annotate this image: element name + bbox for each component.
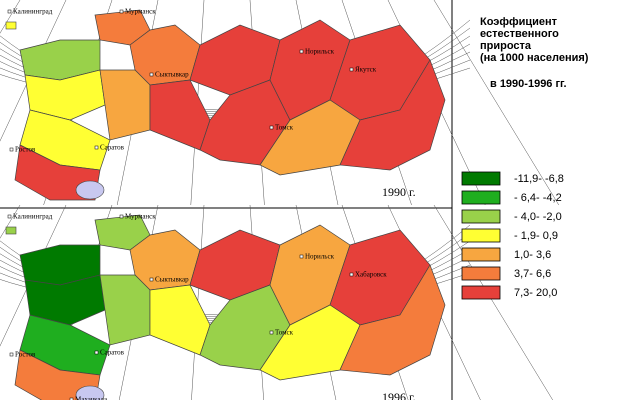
city-marker: [7, 9, 12, 14]
maps: Калининград Мурманск Сыктывкар Норильск Якут…: [0, 0, 560, 400]
city-label: Сыктывкар: [155, 276, 189, 284]
city-marker: [7, 214, 12, 219]
city-label: Сыктывкар: [155, 71, 189, 79]
graticule: [0, 204, 67, 347]
city-marker: [9, 147, 14, 152]
title-line: Коэффициент: [480, 16, 558, 28]
title-line: (на 1000 населения): [480, 52, 589, 64]
period: в 1990-1996 гг.: [490, 78, 567, 90]
legend-swatch: [461, 209, 501, 224]
city-label: Хабаровск: [355, 271, 387, 279]
city-label: Томск: [275, 329, 294, 337]
city-marker: [94, 350, 99, 355]
city-marker: [299, 49, 304, 54]
legend-label: 1,0- 3,6: [514, 249, 551, 261]
city-label: Мурманск: [125, 213, 156, 221]
city-marker: [349, 67, 354, 72]
sea: [75, 180, 105, 200]
city-marker: [269, 125, 274, 130]
kaliningrad: [5, 226, 17, 235]
city-label: Калининград: [13, 213, 53, 221]
city-marker: [94, 145, 99, 150]
legend-label: - 6,4- -4,2: [514, 192, 562, 204]
region: [14, 349, 101, 400]
legend-swatch: [461, 171, 501, 186]
legend-swatch: [461, 228, 501, 243]
city-label: Норильск: [305, 48, 335, 56]
legend-swatch: [461, 285, 501, 300]
legend-swatch: [461, 247, 501, 262]
city-marker: [119, 9, 124, 14]
graticule: [433, 204, 554, 400]
map-panel: Калининград Мурманск Сыктывкар Норильск Якут…: [0, 0, 560, 206]
city-marker: [149, 72, 154, 77]
legend-label: 7,3- 20,0: [514, 287, 557, 299]
year-label: 1990 г.: [382, 185, 416, 199]
region: [339, 264, 446, 376]
city-marker: [349, 272, 354, 277]
city-label: Махачкала: [75, 396, 108, 400]
city-marker: [299, 254, 304, 259]
city-label: Саратов: [100, 144, 125, 152]
city-marker: [149, 277, 154, 282]
title-line: прироста: [480, 40, 532, 52]
city-marker: [269, 330, 274, 335]
title-line: естественного: [480, 28, 559, 40]
region: [339, 59, 446, 171]
legend-label: 3,7- 6,6: [514, 268, 551, 280]
year-label: 1996 г.: [382, 390, 416, 400]
kaliningrad: [5, 21, 17, 30]
city-label: Калининград: [13, 8, 53, 16]
city-label: Мурманск: [125, 8, 156, 16]
legend-label: - 4,0- -2,0: [514, 211, 562, 223]
legend-label: - 1,9- 0,9: [514, 230, 558, 242]
city-marker: [9, 352, 14, 357]
title: Коэффициент естественного прироста (на 1…: [480, 16, 589, 90]
legend-label: -11,9- -6,8: [514, 173, 564, 185]
city-label: Ростов: [15, 146, 36, 154]
legend: -11,9- -6,8 - 6,4- -4,2 - 4,0- -2,0 - 1,9- …: [461, 171, 564, 300]
sea: [75, 385, 105, 400]
city-label: Норильск: [305, 253, 335, 261]
graticule: [0, 0, 67, 142]
graticule: [433, 0, 560, 206]
city-label: Якутск: [355, 66, 377, 74]
city-label: Ростов: [15, 351, 36, 359]
city-label: Саратов: [100, 349, 125, 357]
city-marker: [119, 214, 124, 219]
legend-swatch: [461, 190, 501, 205]
map-panel: Калининград Мурманск Сыктывкар Норильск Хаба…: [0, 204, 554, 400]
city-label: Томск: [275, 124, 294, 132]
legend-swatch: [461, 266, 501, 281]
